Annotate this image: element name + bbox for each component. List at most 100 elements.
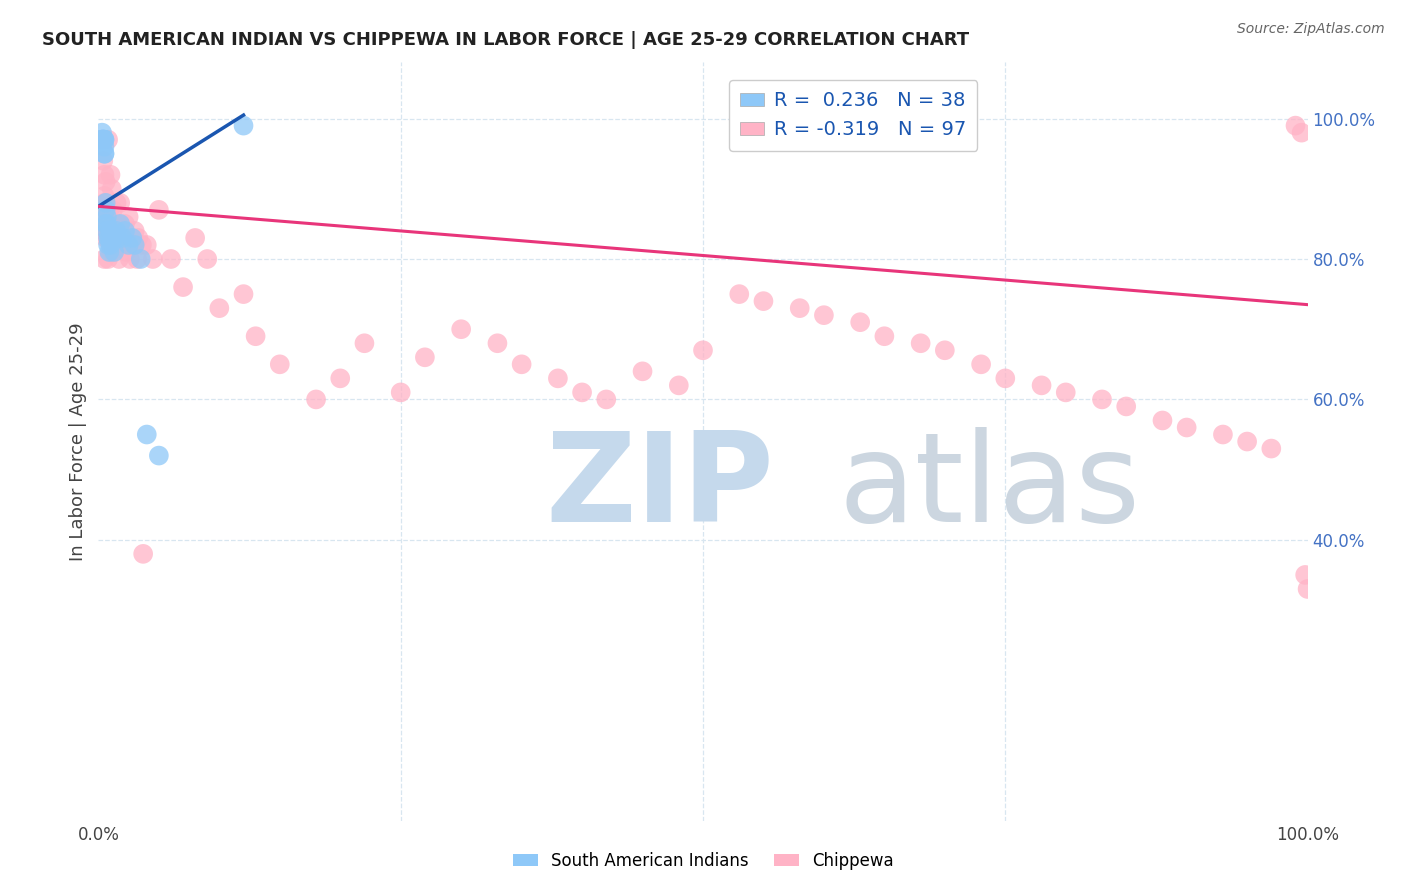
Point	[97, 238, 120, 252]
Point	[93, 146, 115, 161]
Point	[91, 133, 114, 147]
Point	[1175, 420, 1198, 434]
Point	[105, 238, 128, 252]
Point	[1294, 568, 1316, 582]
Point	[97, 252, 120, 266]
Point	[114, 224, 136, 238]
Point	[108, 252, 131, 266]
Point	[104, 231, 127, 245]
Point	[1284, 119, 1306, 133]
Point	[93, 168, 115, 182]
Legend: R =  0.236   N = 38, R = -0.319   N = 97: R = 0.236 N = 38, R = -0.319 N = 97	[728, 79, 977, 151]
Point	[110, 231, 132, 245]
Point	[127, 252, 149, 266]
Point	[100, 224, 122, 238]
Point	[91, 133, 114, 147]
Point	[96, 210, 118, 224]
Point	[93, 252, 115, 266]
Point	[1115, 400, 1137, 414]
Point	[353, 336, 375, 351]
Point	[112, 238, 135, 252]
Point	[1091, 392, 1114, 407]
Point	[1296, 582, 1319, 596]
Point	[94, 210, 117, 224]
Point	[934, 343, 956, 358]
Point	[245, 329, 267, 343]
Point	[93, 133, 115, 147]
Point	[91, 133, 114, 147]
Point	[195, 252, 218, 266]
Point	[1212, 427, 1234, 442]
Point	[994, 371, 1017, 385]
Point	[208, 301, 231, 315]
Point	[94, 195, 117, 210]
Point	[94, 202, 117, 217]
Text: ZIP: ZIP	[546, 426, 775, 548]
Point	[96, 224, 118, 238]
Point	[135, 427, 157, 442]
Point	[98, 244, 121, 259]
Point	[121, 238, 143, 252]
Point	[450, 322, 472, 336]
Point	[93, 224, 115, 238]
Point	[142, 252, 165, 266]
Point	[184, 231, 207, 245]
Point	[910, 336, 932, 351]
Point	[105, 195, 128, 210]
Point	[108, 195, 131, 210]
Point	[91, 133, 114, 147]
Point	[121, 238, 143, 252]
Point	[595, 392, 617, 407]
Point	[93, 189, 115, 203]
Point	[118, 210, 141, 224]
Point	[510, 357, 533, 371]
Y-axis label: In Labor Force | Age 25-29: In Labor Force | Age 25-29	[69, 322, 87, 561]
Point	[103, 244, 125, 259]
Point	[970, 357, 993, 371]
Point	[101, 231, 124, 245]
Point	[100, 238, 122, 252]
Point	[100, 168, 122, 182]
Point	[813, 308, 835, 322]
Point	[100, 210, 122, 224]
Point	[96, 224, 118, 238]
Legend: South American Indians, Chippewa: South American Indians, Chippewa	[506, 846, 900, 877]
Point	[486, 336, 509, 351]
Point	[148, 449, 170, 463]
Point	[91, 126, 114, 140]
Point	[103, 238, 125, 252]
Point	[97, 133, 120, 147]
Point	[94, 231, 117, 245]
Point	[1260, 442, 1282, 456]
Point	[93, 195, 115, 210]
Point	[1291, 126, 1313, 140]
Point	[121, 231, 143, 245]
Point	[98, 217, 121, 231]
Point	[101, 231, 124, 245]
Point	[91, 133, 114, 147]
Point	[124, 224, 146, 238]
Point	[107, 217, 129, 231]
Point	[269, 357, 291, 371]
Point	[127, 231, 149, 245]
Point	[93, 139, 115, 153]
Point	[1236, 434, 1258, 449]
Point	[107, 231, 129, 245]
Point	[849, 315, 872, 329]
Text: SOUTH AMERICAN INDIAN VS CHIPPEWA IN LABOR FORCE | AGE 25-29 CORRELATION CHART: SOUTH AMERICAN INDIAN VS CHIPPEWA IN LAB…	[42, 31, 969, 49]
Point	[789, 301, 811, 315]
Point	[131, 238, 153, 252]
Point	[100, 244, 122, 259]
Point	[96, 217, 118, 231]
Text: atlas: atlas	[838, 426, 1140, 548]
Point	[94, 175, 117, 189]
Point	[111, 231, 134, 245]
Point	[118, 238, 141, 252]
Point	[101, 202, 124, 217]
Point	[148, 202, 170, 217]
Point	[389, 385, 412, 400]
Point	[1031, 378, 1053, 392]
Point	[98, 202, 121, 217]
Point	[329, 371, 352, 385]
Point	[91, 153, 114, 168]
